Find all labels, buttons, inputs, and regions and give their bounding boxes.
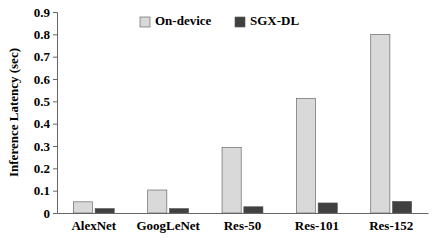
legend-swatch (140, 17, 150, 27)
x-tick: Res-101 (295, 213, 339, 233)
y-tick: 0.5 (34, 94, 57, 109)
legend-swatch (235, 17, 245, 27)
y-tick-label: 0.5 (34, 94, 51, 109)
y-tick: 0.4 (34, 116, 57, 131)
bars (73, 34, 411, 213)
y-tick-mark (53, 168, 57, 169)
bar (148, 190, 167, 213)
y-tick-label: 0.1 (34, 183, 50, 198)
plot: 0 0.1 0.2 0.3 0.4 0.5 0.6 0.7 0.8 0.9 AlexNet GoogL… (34, 5, 429, 234)
y-tick-label: 0.7 (34, 49, 51, 64)
y-tick-mark (53, 12, 57, 13)
legend-label: On-device (155, 13, 212, 28)
y-tick: 0.8 (34, 27, 57, 42)
y-tick: 0.6 (34, 72, 57, 87)
y-tick-label: 0.3 (34, 139, 51, 154)
y-tick-label: 0.8 (34, 27, 51, 42)
y-tick-mark (53, 79, 57, 80)
y-tick-mark (53, 146, 57, 147)
y-tick-mark (53, 124, 57, 125)
x-tick: GoogLeNet (136, 213, 200, 233)
legend-label: SGX-DL (250, 13, 299, 28)
bar (393, 201, 412, 213)
chart: 0 0.1 0.2 0.3 0.4 0.5 0.6 0.7 0.8 0.9 AlexNet GoogL… (0, 0, 434, 244)
y-axis-line (53, 13, 58, 214)
legend: On-device SGX-DL (140, 13, 299, 28)
bar (244, 207, 263, 213)
x-tick-label: Res-101 (295, 218, 339, 233)
y-axis-title: Inference Latency (sec) (6, 48, 21, 177)
x-tick-label: Res-50 (224, 218, 262, 233)
y-tick: 0 (44, 206, 58, 221)
y-tick-label: 0.9 (34, 5, 51, 20)
y-tick-mark (53, 57, 57, 58)
x-tick-label: Res-152 (369, 218, 413, 233)
x-axis: AlexNet GoogLeNet Res-50 Res-101 Res-152 (58, 213, 429, 233)
bar (95, 209, 114, 213)
y-tick-label: 0.4 (34, 116, 51, 131)
bar (169, 209, 188, 213)
x-tick: AlexNet (71, 213, 116, 233)
y-axis: 0 0.1 0.2 0.3 0.4 0.5 0.6 0.7 0.8 0.9 (34, 5, 58, 221)
y-tick-label: 0 (44, 206, 51, 221)
y-tick-mark (53, 34, 57, 35)
bar (296, 98, 315, 213)
x-tick-label: AlexNet (71, 218, 116, 233)
x-tick: Res-152 (369, 213, 413, 233)
y-tick-mark (53, 191, 57, 192)
y-tick: 0.2 (34, 161, 57, 176)
bar (73, 202, 92, 213)
y-tick-mark (53, 213, 57, 214)
y-tick: 0.9 (34, 5, 57, 20)
legend-item: SGX-DL (235, 13, 299, 28)
bar (222, 148, 241, 213)
legend-item: On-device (140, 13, 212, 28)
y-tick-mark (53, 101, 57, 102)
x-tick: Res-50 (224, 213, 262, 233)
x-tick-label: GoogLeNet (136, 218, 200, 233)
y-tick: 0.3 (34, 139, 57, 154)
bar (318, 203, 337, 213)
x-axis-line (58, 213, 429, 214)
y-tick-label: 0.2 (34, 161, 50, 176)
y-tick: 0.7 (34, 49, 57, 64)
y-tick: 0.1 (34, 183, 57, 198)
bar (371, 34, 390, 213)
y-tick-label: 0.6 (34, 72, 51, 87)
